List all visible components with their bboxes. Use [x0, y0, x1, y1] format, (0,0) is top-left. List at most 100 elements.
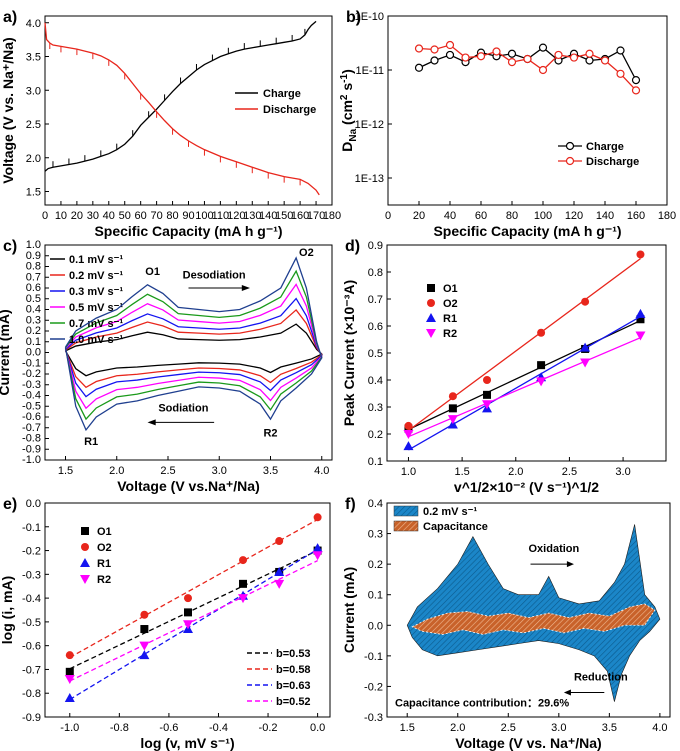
data-point-o2: [313, 513, 322, 522]
x-tick-label-a: 140: [259, 210, 277, 222]
data-point-charge: [616, 46, 625, 55]
data-point-discharge: [507, 58, 517, 67]
fit-line-r2: [408, 337, 641, 438]
x-tick-label-a: 40: [103, 210, 115, 222]
x-tick-label-c: 2.5: [160, 465, 175, 477]
y-axis-title-d: Peak Current (×10⁻³A): [341, 280, 357, 426]
plot-frame-f: [386, 502, 671, 718]
data-point-discharge: [538, 65, 548, 75]
x-axis-title-b: Specific Capacity (mA h g⁻¹): [433, 223, 621, 239]
data-point-r1: [139, 650, 150, 660]
data-point-discharge: [585, 49, 594, 58]
fit-line-r2: [69, 560, 318, 682]
y-tick-label-f: 0.3: [368, 529, 383, 541]
x-tick-label-f: 2.5: [501, 722, 516, 734]
data-point-r2: [580, 358, 591, 368]
data-point-charge: [538, 43, 548, 52]
x-tick-label-a: 10: [55, 210, 67, 222]
series-line-discharge: [44, 22, 320, 196]
cv-curve: [64, 256, 323, 432]
x-tick-label-a: 160: [291, 210, 309, 222]
x-axis-title-a: Specific Capacity (mA h g⁻¹): [94, 223, 282, 239]
legend-label-charge: Charge: [263, 88, 301, 100]
data-point-r1: [580, 342, 591, 352]
data-point-r1: [403, 441, 414, 451]
y-tick-label-e: -0.4: [22, 593, 41, 605]
data-point-discharge: [569, 53, 579, 62]
x-tick-label-c: 1.5: [58, 465, 73, 477]
annotation-r2: R2: [263, 427, 277, 439]
annotation-capacitance-contribution: Capacitance contribution：29.6%: [395, 697, 569, 709]
x-tick-label-e: 0.0: [310, 722, 325, 734]
data-point-r2: [536, 377, 547, 387]
x-tick-label-a: 50: [119, 210, 131, 222]
data-point-o1: [140, 625, 149, 634]
y-tick-label-c: -0.2: [22, 368, 41, 380]
y-tick-label-e: -0.8: [22, 688, 41, 700]
x-tick-label-c: 3.5: [263, 465, 278, 477]
y-tick-label-b: 1E-12: [355, 119, 384, 131]
x-tick-label-b: 0: [385, 210, 391, 222]
y-tick-label-b: 1E-11: [355, 65, 384, 77]
y-tick-label-c: -0.4: [22, 390, 41, 402]
y-tick-label-c: 0.7: [26, 271, 41, 283]
x-tick-label-a: 90: [182, 210, 194, 222]
annotation-sodiation: Sodiation: [158, 403, 208, 415]
y-tick-label-a: 3.0: [26, 85, 41, 97]
y-tick-label-e: 0.0: [26, 498, 41, 510]
data-point-discharge: [631, 86, 641, 95]
legend-swatch-0: [393, 505, 419, 517]
legend-marker-o2: [427, 299, 435, 307]
y-tick-label-b: 1E-13: [355, 173, 384, 185]
x-tick-label-a: 20: [71, 210, 83, 222]
x-tick-label-e: -1.0: [60, 722, 79, 734]
legend-label-discharge: Discharge: [586, 156, 639, 168]
y-tick-label-c: -0.8: [22, 433, 41, 445]
y-tick-label-a: 2.5: [26, 119, 41, 131]
y-tick-label-c: 0.3: [26, 314, 41, 326]
legend-label-r1: R1: [97, 558, 111, 570]
legend-label-0: 0.2 mV s⁻¹: [423, 506, 477, 518]
x-tick-label-f: 1.5: [400, 722, 415, 734]
x-tick-label-a: 130: [243, 210, 261, 222]
x-tick-label-e: -0.6: [159, 722, 178, 734]
legend-marker-o1: [427, 284, 435, 292]
y-tick-label-e: -0.9: [22, 712, 41, 724]
data-point-o2: [239, 556, 248, 565]
x-tick-label-b: 80: [506, 210, 518, 222]
data-point-r2: [64, 674, 75, 684]
y-tick-label-d: 0.8: [368, 267, 383, 279]
x-tick-label-d: 1.0: [401, 466, 416, 478]
panel-label-a: a): [3, 9, 17, 26]
capacitive-current-area: [411, 603, 656, 635]
x-tick-label-b: 100: [534, 210, 552, 222]
data-point-discharge: [600, 56, 610, 65]
legend-marker-r1: [80, 558, 90, 567]
data-point-o2: [140, 610, 149, 619]
y-tick-label-d: 0.6: [368, 321, 383, 333]
arrow-head-sodiation: [147, 419, 156, 426]
annotation-r1: R1: [84, 436, 98, 448]
fit-legend-label: b=0.58: [276, 664, 311, 676]
y-tick-label-c: -0.3: [22, 379, 41, 391]
panel-label-f: f): [345, 496, 356, 513]
data-point-r2: [182, 620, 193, 630]
legend-label-r2: R2: [97, 574, 111, 586]
legend-label-r1: R1: [443, 313, 457, 325]
x-tick-label-f: 3.5: [602, 722, 617, 734]
x-axis-title-e: log (v, mV s⁻¹): [140, 735, 234, 751]
y-tick-label-f: 0.2: [368, 559, 383, 571]
data-point-o2: [65, 651, 74, 660]
data-point-discharge: [492, 47, 501, 56]
legend-marker-r2: [80, 575, 90, 584]
x-tick-label-a: 150: [275, 210, 293, 222]
x-tick-label-a: 170: [307, 210, 325, 222]
y-tick-label-e: -0.7: [22, 664, 41, 676]
x-tick-label-b: 140: [596, 210, 614, 222]
y-tick-label-f: -0.2: [364, 681, 383, 693]
x-tick-label-c: 4.0: [314, 465, 329, 477]
data-point-o1: [65, 667, 74, 676]
fit-legend-label: b=0.52: [276, 696, 311, 708]
annotation-reduction: Reduction: [574, 671, 628, 683]
legend-label-o2: O2: [97, 542, 112, 554]
